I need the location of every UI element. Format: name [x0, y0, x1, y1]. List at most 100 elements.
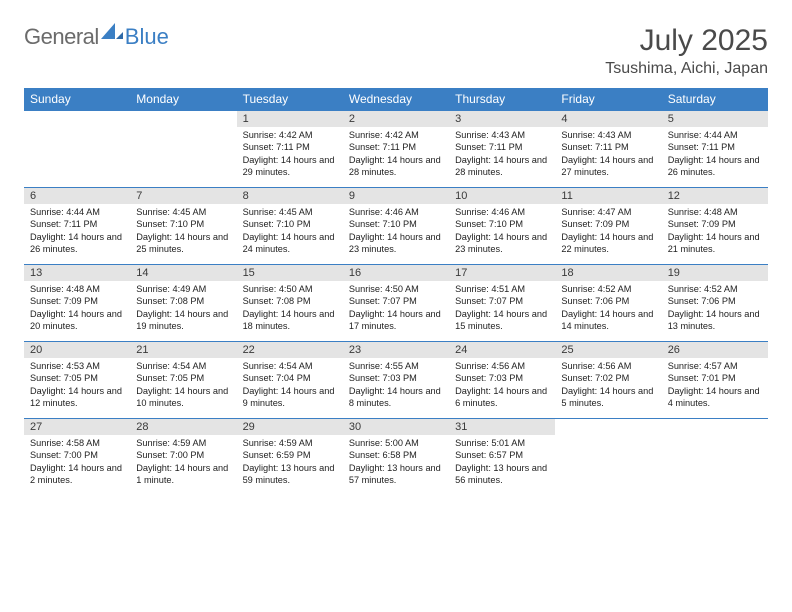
- calendar-day-cell: 16Sunrise: 4:50 AMSunset: 7:07 PMDayligh…: [343, 265, 449, 342]
- weekday-header: Tuesday: [237, 88, 343, 111]
- daylight-text: Daylight: 14 hours and 19 minutes.: [136, 308, 230, 333]
- sunset-text: Sunset: 7:07 PM: [349, 295, 443, 307]
- daylight-text: Daylight: 14 hours and 6 minutes.: [455, 385, 549, 410]
- day-details: Sunrise: 4:57 AMSunset: 7:01 PMDaylight:…: [662, 358, 768, 418]
- calendar-day-cell: 20Sunrise: 4:53 AMSunset: 7:05 PMDayligh…: [24, 342, 130, 419]
- calendar-day-cell: 27 Sunrise: 4:58 AMSunset: 7:00 PMDayligh…: [24, 419, 130, 496]
- day-number: 30: [343, 419, 449, 435]
- calendar-week-row: 13Sunrise: 4:48 AMSunset: 7:09 PMDayligh…: [24, 265, 768, 342]
- day-number: 10: [449, 188, 555, 204]
- daylight-text: Daylight: 14 hours and 27 minutes.: [561, 154, 655, 179]
- sunrise-text: Sunrise: 5:00 AM: [349, 437, 443, 449]
- daylight-text: Daylight: 14 hours and 9 minutes.: [243, 385, 337, 410]
- day-details: Sunrise: 4:42 AMSunset: 7:11 PMDaylight:…: [237, 127, 343, 187]
- daylight-text: Daylight: 14 hours and 21 minutes.: [668, 231, 762, 256]
- day-details: Sunrise: 4:56 AMSunset: 7:02 PMDaylight:…: [555, 358, 661, 418]
- day-details: Sunrise: 4:52 AMSunset: 7:06 PMDaylight:…: [555, 281, 661, 341]
- day-details: Sunrise: 4:49 AMSunset: 7:08 PMDaylight:…: [130, 281, 236, 341]
- sunset-text: Sunset: 7:08 PM: [243, 295, 337, 307]
- day-details: Sunrise: 4:48 AMSunset: 7:09 PMDaylight:…: [24, 281, 130, 341]
- sunset-text: Sunset: 7:11 PM: [349, 141, 443, 153]
- day-number: 27: [24, 419, 130, 435]
- sunset-text: Sunset: 7:11 PM: [561, 141, 655, 153]
- daylight-text: Daylight: 14 hours and 2 minutes.: [30, 462, 124, 487]
- day-number: 3: [449, 111, 555, 127]
- daylight-text: Daylight: 14 hours and 23 minutes.: [455, 231, 549, 256]
- day-details: Sunrise: 4:54 AMSunset: 7:04 PMDaylight:…: [237, 358, 343, 418]
- sunrise-text: Sunrise: 4:49 AM: [136, 283, 230, 295]
- calendar-day-cell: 14Sunrise: 4:49 AMSunset: 7:08 PMDayligh…: [130, 265, 236, 342]
- day-details: Sunrise: 4:46 AMSunset: 7:10 PMDaylight:…: [449, 204, 555, 264]
- sunset-text: Sunset: 7:10 PM: [455, 218, 549, 230]
- day-number: 4: [555, 111, 661, 127]
- calendar-day-cell: 9Sunrise: 4:46 AMSunset: 7:10 PMDaylight…: [343, 188, 449, 265]
- calendar-day-cell: 18Sunrise: 4:52 AMSunset: 7:06 PMDayligh…: [555, 265, 661, 342]
- day-details: Sunrise: 4:47 AMSunset: 7:09 PMDaylight:…: [555, 204, 661, 264]
- sunrise-text: Sunrise: 4:42 AM: [349, 129, 443, 141]
- day-number: 25: [555, 342, 661, 358]
- calendar-day-cell: 12Sunrise: 4:48 AMSunset: 7:09 PMDayligh…: [662, 188, 768, 265]
- sunset-text: Sunset: 7:11 PM: [243, 141, 337, 153]
- weekday-header-row: Sunday Monday Tuesday Wednesday Thursday…: [24, 88, 768, 111]
- title-block: July 2025 Tsushima, Aichi, Japan: [605, 24, 768, 78]
- day-number: 12: [662, 188, 768, 204]
- day-details: Sunrise: 4:43 AMSunset: 7:11 PMDaylight:…: [555, 127, 661, 187]
- sunrise-text: Sunrise: 4:58 AM: [30, 437, 124, 449]
- day-details: Sunrise: 4:52 AMSunset: 7:06 PMDaylight:…: [662, 281, 768, 341]
- day-details: [662, 435, 768, 495]
- sunrise-text: Sunrise: 4:56 AM: [455, 360, 549, 372]
- daylight-text: Daylight: 14 hours and 1 minute.: [136, 462, 230, 487]
- calendar-day-cell: 17Sunrise: 4:51 AMSunset: 7:07 PMDayligh…: [449, 265, 555, 342]
- day-details: Sunrise: 5:01 AMSunset: 6:57 PMDaylight:…: [449, 435, 555, 495]
- day-number: 26: [662, 342, 768, 358]
- daylight-text: Daylight: 14 hours and 22 minutes.: [561, 231, 655, 256]
- day-details: [555, 435, 661, 495]
- sunrise-text: Sunrise: 5:01 AM: [455, 437, 549, 449]
- day-details: Sunrise: 4:53 AMSunset: 7:05 PMDaylight:…: [24, 358, 130, 418]
- month-title: July 2025: [605, 24, 768, 58]
- sunset-text: Sunset: 7:06 PM: [561, 295, 655, 307]
- day-number: 2: [343, 111, 449, 127]
- day-number: 16: [343, 265, 449, 281]
- day-details: Sunrise: 4:59 AMSunset: 7:00 PMDaylight:…: [130, 435, 236, 495]
- calendar-day-cell: 21Sunrise: 4:54 AMSunset: 7:05 PMDayligh…: [130, 342, 236, 419]
- calendar-day-cell: 5Sunrise: 4:44 AMSunset: 7:11 PMDaylight…: [662, 111, 768, 188]
- sunrise-text: Sunrise: 4:46 AM: [349, 206, 443, 218]
- daylight-text: Daylight: 14 hours and 28 minutes.: [455, 154, 549, 179]
- calendar-day-cell: 26Sunrise: 4:57 AMSunset: 7:01 PMDayligh…: [662, 342, 768, 419]
- daylight-text: Daylight: 13 hours and 57 minutes.: [349, 462, 443, 487]
- calendar-day-cell: 6Sunrise: 4:44 AMSunset: 7:11 PMDaylight…: [24, 188, 130, 265]
- day-number: 28: [130, 419, 236, 435]
- day-details: [24, 127, 130, 187]
- daylight-text: Daylight: 14 hours and 10 minutes.: [136, 385, 230, 410]
- calendar-day-cell: 13Sunrise: 4:48 AMSunset: 7:09 PMDayligh…: [24, 265, 130, 342]
- day-number: 20: [24, 342, 130, 358]
- sunrise-text: Sunrise: 4:50 AM: [243, 283, 337, 295]
- sunset-text: Sunset: 7:04 PM: [243, 372, 337, 384]
- calendar-table: Sunday Monday Tuesday Wednesday Thursday…: [24, 88, 768, 495]
- day-number: 8: [237, 188, 343, 204]
- sunset-text: Sunset: 7:06 PM: [668, 295, 762, 307]
- day-number: 17: [449, 265, 555, 281]
- sunrise-text: Sunrise: 4:55 AM: [349, 360, 443, 372]
- day-details: Sunrise: 4:48 AMSunset: 7:09 PMDaylight:…: [662, 204, 768, 264]
- day-number: 18: [555, 265, 661, 281]
- day-details: Sunrise: 4:45 AMSunset: 7:10 PMDaylight:…: [130, 204, 236, 264]
- sunset-text: Sunset: 7:03 PM: [455, 372, 549, 384]
- calendar-day-cell: 28Sunrise: 4:59 AMSunset: 7:00 PMDayligh…: [130, 419, 236, 496]
- calendar-day-cell: 30Sunrise: 5:00 AMSunset: 6:58 PMDayligh…: [343, 419, 449, 496]
- daylight-text: Daylight: 14 hours and 26 minutes.: [30, 231, 124, 256]
- weekday-header: Wednesday: [343, 88, 449, 111]
- daylight-text: Daylight: 14 hours and 8 minutes.: [349, 385, 443, 410]
- day-details: Sunrise: 4:50 AMSunset: 7:07 PMDaylight:…: [343, 281, 449, 341]
- day-details: Sunrise: 4:55 AMSunset: 7:03 PMDaylight:…: [343, 358, 449, 418]
- day-number: 6: [24, 188, 130, 204]
- sunset-text: Sunset: 7:11 PM: [668, 141, 762, 153]
- sunrise-text: Sunrise: 4:45 AM: [243, 206, 337, 218]
- sunrise-text: Sunrise: 4:44 AM: [30, 206, 124, 218]
- day-number: 11: [555, 188, 661, 204]
- sunrise-text: Sunrise: 4:59 AM: [243, 437, 337, 449]
- sunrise-text: Sunrise: 4:43 AM: [561, 129, 655, 141]
- sunset-text: Sunset: 7:00 PM: [30, 449, 124, 461]
- daylight-text: Daylight: 14 hours and 5 minutes.: [561, 385, 655, 410]
